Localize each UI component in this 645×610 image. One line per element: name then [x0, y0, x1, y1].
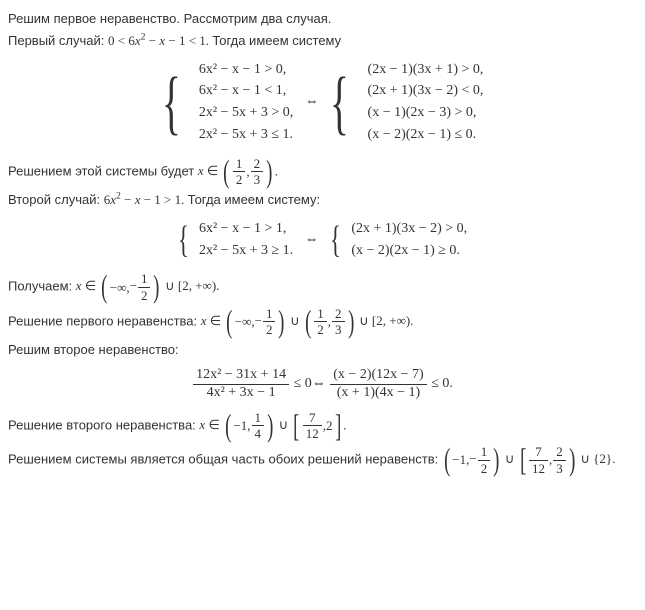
math-inline: x ∈ ( 12, 23 )	[198, 157, 275, 187]
t: Первый случай:	[8, 33, 108, 48]
text-first-ineq-sol: Решение первого неравенства: x ∈ ( −∞, −…	[8, 307, 637, 337]
system-2: { 6x² − x − 1 > 1, 2x² − 5x + 3 ≥ 1. ⇔ {…	[8, 218, 637, 262]
display-frac: 12x² − 31x + 144x² + 3x − 1 ≤ 0 ⇔ (x − 2…	[8, 368, 637, 400]
t: Второй случай:	[8, 192, 104, 207]
text-case1: Первый случай: 0 < 6x2 − x − 1 < 1. Тогд…	[8, 32, 637, 50]
t: Решение второго неравенства:	[8, 417, 199, 432]
math-inline: 0 < 6x2 − x − 1 < 1.	[108, 33, 212, 48]
t: Тогда имеем систему	[212, 33, 341, 48]
text-answer: Решением системы является общая часть об…	[8, 445, 637, 475]
text-result2: Получаем: x ∈ ( −∞, −12 ) ∪ [2, +∞).	[8, 272, 637, 302]
text-second-sol: Решение второго неравенства: x ∈ ( −1, 1…	[8, 411, 637, 441]
text-second-ineq: Решим второе неравенство:	[8, 341, 637, 359]
text-intro: Решим первое неравенство. Рассмотрим два…	[8, 10, 637, 28]
t: Решением этой системы будет	[8, 163, 198, 178]
math-inline: ( −1, −12 ) ∪ [ 712, 23 ) ∪ {2}.	[442, 445, 616, 475]
t: Получаем:	[8, 279, 76, 294]
t: Решение первого неравенства:	[8, 313, 201, 328]
math-inline: 6x2 − x − 1 > 1.	[104, 192, 188, 207]
math-inline: x ∈ ( −∞, −12 ) ∪ [2, +∞).	[76, 272, 220, 302]
t: Решением системы является общая часть об…	[8, 452, 438, 467]
math-inline: x ∈ ( −1, 14 ) ∪ [ 712, 2 ]	[199, 411, 343, 441]
text-case2: Второй случай: 6x2 − x − 1 > 1. Тогда им…	[8, 191, 637, 209]
math-inline: x ∈ ( −∞, −12 ) ∪ ( 12, 23 ) ∪ [2, +∞).	[201, 307, 414, 337]
t: Тогда имеем систему:	[188, 192, 320, 207]
system-1: { 6x² − x − 1 > 0, 6x² − x − 1 < 1, 2x² …	[8, 59, 637, 147]
text-sol1: Решением этой системы будет x ∈ ( 12, 23…	[8, 157, 637, 187]
